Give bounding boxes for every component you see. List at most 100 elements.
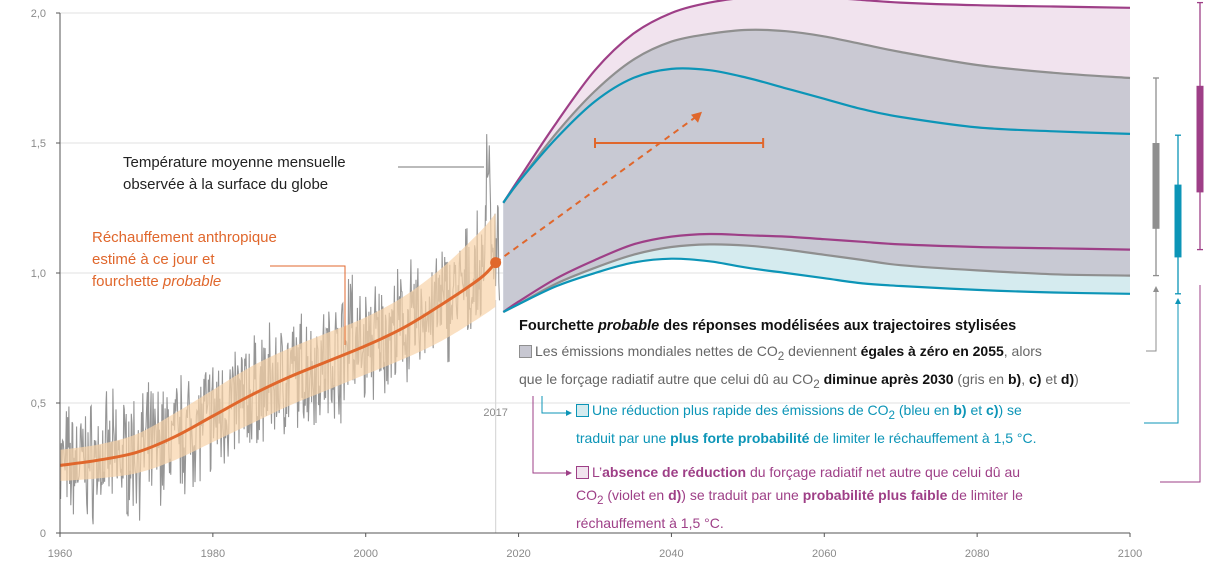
- legend-blue-bold: plus forte probabilité: [670, 429, 810, 446]
- anthropogenic-warming-line: [59, 261, 497, 467]
- legend-purple-text: ) se traduit par une: [681, 487, 803, 503]
- legend-gray-text: que le forçage radiatif autre que celui …: [519, 370, 814, 387]
- anthropogenic-warming-series: [59, 111, 765, 481]
- legend-gray-text: , alors: [1003, 343, 1042, 359]
- anthro-annotation-line3: fourchette probable: [92, 271, 277, 293]
- purple-legend-elbow-arrow: [566, 470, 572, 476]
- marker-2017-dot: [490, 257, 502, 269]
- x-tick-label: 1980: [201, 548, 225, 560]
- legend-blue-line2: traduit par une plus forte probabilité d…: [576, 427, 1037, 450]
- legend-purple-item: L’absence de réduction du forçage radiat…: [576, 461, 1023, 535]
- anthropogenic-annotation: Réchauffement anthropique estimé à ce jo…: [92, 227, 277, 293]
- purple-connector: [1160, 285, 1201, 483]
- gray-range-band: [503, 29, 1130, 312]
- legend-gray-bold: diminue après 2030: [823, 370, 954, 387]
- legend-blue-text: traduit par une: [576, 429, 671, 446]
- blue-legend-elbow: [541, 396, 568, 414]
- legend-title-suffix: des réponses modélisées aux trajectoires…: [659, 318, 1017, 334]
- anthro-annotation-line3-italic: probable: [162, 273, 222, 290]
- observed-annotation-line2: observée à la surface du globe: [123, 176, 329, 193]
- legend-blue-bold: b): [953, 402, 967, 418]
- legend-purple-bold: probabilité plus faible: [802, 487, 948, 503]
- legend-gray-bold: égales à zéro en 2055: [860, 343, 1004, 359]
- blue-lower-line: [502, 257, 1131, 313]
- legend-gray-bold: b): [1007, 370, 1022, 387]
- legend-blue-text: et: [966, 402, 987, 418]
- legend-purple-text: CO: [576, 487, 597, 503]
- y-tick-label: 0,5: [31, 398, 46, 410]
- anthro-annotation-line2: estimé à ce jour et: [92, 251, 215, 268]
- legend-gray-text: et: [1041, 370, 1061, 387]
- legend-purple-text: de limiter le: [947, 487, 1023, 503]
- gray-upper-line: [502, 28, 1131, 204]
- legend-blue-text: ) se: [998, 402, 1022, 418]
- legend-gray-bold: d): [1060, 370, 1075, 387]
- legend-purple-bold: d): [668, 487, 682, 503]
- legend-gray-text: deviennent: [784, 343, 861, 359]
- axes: 0 0,5 1,0 1,5 2,0 1960 1980 2000 2020 2040 2060 208…: [31, 8, 1143, 560]
- legend-purple-text: réchauffement à 1,5 °C.: [576, 514, 724, 531]
- legend-purple-bold: absence de réduction: [602, 464, 747, 480]
- legend-gray-bold: c): [1028, 370, 1042, 387]
- x-tick-label: 1960: [48, 548, 72, 560]
- legend-blue-text: de limiter le réchauffement à 1,5 °C.: [809, 429, 1037, 446]
- x-tick-label: 2080: [965, 548, 989, 560]
- projection-arrow-line: [495, 115, 697, 264]
- legend-title: Fourchette probable des réponses modélis…: [519, 315, 1016, 338]
- legend-purple-swatch: [576, 466, 589, 479]
- blue-connector-arrow: [1175, 298, 1181, 304]
- legend-purple-line2: CO2 (violet en d)) se traduit par une pr…: [576, 484, 1023, 512]
- gray-lower-line: [502, 243, 1131, 313]
- y-tick-label: 2,0: [31, 8, 46, 20]
- observed-annotation-line1: Température moyenne mensuelle: [123, 154, 346, 171]
- side-bar-violet-box: [1196, 85, 1204, 193]
- x-tick-label: 2000: [353, 548, 377, 560]
- side-bar-gris-box: [1152, 143, 1160, 229]
- legend-purple-text: L’: [592, 464, 603, 480]
- purple-legend-elbow: [532, 396, 568, 474]
- x-tick-label: 2040: [659, 548, 683, 560]
- gray-connector: [1146, 290, 1157, 352]
- legend-purple-line1: L’absence de réduction du forçage radiat…: [576, 461, 1023, 484]
- x-tick-label: 2100: [1118, 548, 1142, 560]
- blue-legend-elbow-arrow: [566, 410, 572, 416]
- legend-gray-text: (gris en: [953, 370, 1008, 387]
- legend-purple-text: du forçage radiatif net autre que celui …: [746, 464, 1021, 480]
- legend-gray-line1: Les émissions mondiales nettes de CO2 de…: [519, 340, 1079, 368]
- side-bar-bleu-box: [1174, 184, 1182, 258]
- year-2017-label: 2017: [483, 407, 507, 419]
- anthropogenic-likely-range-band: [60, 213, 496, 481]
- y-tick-label: 1,5: [31, 138, 46, 150]
- legend-gray-swatch: [519, 345, 532, 358]
- legend-blue-text: (bleu en: [894, 402, 954, 418]
- observed-annotation: Température moyenne mensuelle observée à…: [123, 152, 346, 196]
- legend-gray-item: Les émissions mondiales nettes de CO2 de…: [519, 340, 1079, 396]
- legend-title-prefix: Fourchette: [519, 318, 598, 334]
- anthro-annotation-line1: Réchauffement anthropique: [92, 229, 277, 246]
- legend-connectors: [532, 285, 1201, 483]
- anthro-leader-line: [270, 265, 346, 345]
- legend-gray-text: ): [1074, 370, 1079, 387]
- x-tick-label: 2060: [812, 548, 836, 560]
- legend-title-italic: probable: [597, 318, 660, 334]
- legend-purple-sub: 2: [597, 493, 604, 507]
- legend-purple-text: (violet en: [603, 487, 669, 503]
- legend-gray-line2: que le forçage radiatif autre que celui …: [519, 368, 1079, 396]
- legend-blue-text: Une réduction plus rapide des émissions …: [592, 402, 889, 418]
- purple-lower-line: [502, 232, 1131, 313]
- anthro-annotation-line3-prefix: fourchette: [92, 273, 163, 290]
- scenario-bands: [502, 0, 1131, 313]
- blue-connector: [1144, 302, 1179, 424]
- legend-blue-bold: c): [986, 402, 999, 418]
- legend-blue-swatch: [576, 404, 589, 417]
- y-tick-label: 1,0: [31, 268, 46, 280]
- legend-blue-line1: Une réduction plus rapide des émissions …: [576, 399, 1037, 427]
- legend-purple-line3: réchauffement à 1,5 °C.: [576, 512, 1023, 535]
- side-range-bars: [1152, 1, 1204, 295]
- legend-blue-item: Une réduction plus rapide des émissions …: [576, 399, 1037, 450]
- y-tick-label: 0: [40, 528, 46, 540]
- legend-gray-text: ,: [1021, 370, 1029, 387]
- legend-gray-sub: 2: [777, 349, 785, 363]
- legend-gray-text: Les émissions mondiales nettes de CO: [535, 343, 778, 359]
